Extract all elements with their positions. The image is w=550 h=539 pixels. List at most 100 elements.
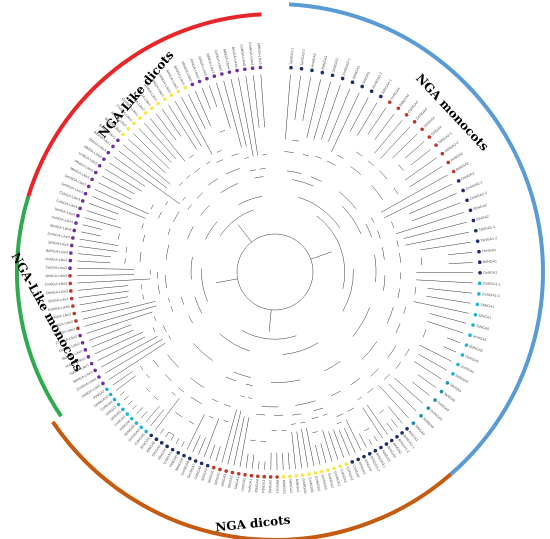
branch-arc (386, 306, 394, 324)
leaf-marker (395, 434, 399, 439)
branch-arc (206, 161, 211, 165)
leaf-marker (156, 101, 161, 106)
leaf-marker (350, 80, 355, 85)
leaf-label: StNGA2 (207, 470, 215, 484)
leaf-label: StNGA-Like2 (205, 53, 215, 74)
branch-arc (200, 205, 210, 216)
branch-terminal (291, 432, 296, 469)
branch-terminal (101, 336, 158, 368)
branch-terminal (170, 435, 175, 441)
branch-arc (182, 196, 186, 201)
leaf-marker (86, 184, 91, 189)
branch-terminal (168, 104, 197, 150)
branch-terminal (77, 278, 151, 284)
leaf-marker (129, 416, 134, 421)
branch-arc (336, 413, 344, 417)
leaf-marker (434, 143, 438, 147)
branch-arc (233, 371, 251, 378)
branch-arc (168, 431, 175, 436)
leaf-label: SbNGA6 (422, 417, 435, 430)
branch-terminal (113, 156, 181, 205)
branch-arc (352, 307, 370, 337)
leaf-marker (338, 464, 343, 469)
leaf-marker (68, 274, 72, 278)
branch-terminal (181, 97, 213, 155)
branch-terminal (79, 238, 119, 246)
branch-terminal (101, 175, 135, 195)
leaf-marker (162, 97, 167, 101)
branch-terminal (145, 405, 160, 423)
branch-terminal (285, 74, 291, 140)
branch-terminal (346, 419, 362, 451)
leaf-label: HvNGA-Like2 (49, 312, 71, 320)
leaf-marker (446, 160, 451, 165)
branch-arc (316, 215, 345, 290)
leaf-marker (362, 454, 366, 459)
branch-terminal (306, 428, 315, 467)
branch-arc (187, 204, 192, 210)
leaf-label: ZmNGA-Like2 (55, 335, 78, 346)
leaf-marker (243, 67, 247, 72)
branch-terminal (258, 461, 260, 470)
leaf-label: ZmNGA1-1 (483, 281, 501, 286)
leaf-label: CsNGA1 (352, 464, 361, 479)
leaf-marker (294, 474, 299, 478)
branch-arc (205, 221, 218, 240)
branch-terminal (386, 422, 394, 432)
branch-terminal (446, 337, 461, 343)
leaf-marker (471, 323, 475, 327)
leaf-marker (478, 270, 482, 275)
leaf-marker (199, 461, 204, 466)
tree-branches (77, 74, 474, 470)
leaf-marker (106, 150, 111, 155)
branch-terminal (89, 324, 132, 341)
leaf-marker (373, 448, 378, 453)
branch-arc (383, 275, 386, 291)
leaf-label: GmNGA-Like4 (248, 42, 255, 66)
branch-terminal (368, 439, 373, 445)
leaf-marker (125, 412, 130, 416)
branch-arc (361, 341, 378, 360)
leaf-label: SbNGA-Like3 (45, 274, 67, 278)
leaf-label: TaNGA2-2 (444, 141, 460, 154)
leaf-marker (227, 70, 232, 74)
branch-terminal (374, 436, 378, 442)
leaf-label: CsNGA-Like4 (56, 199, 78, 210)
leaf-marker (379, 445, 383, 450)
branch-terminal (86, 311, 153, 334)
leaf-label: GmNGA7 (187, 463, 197, 479)
branch-arc (238, 196, 263, 205)
branch-arc (142, 234, 146, 243)
branch-terminal (301, 428, 309, 468)
leaf-label: HvNGA2 (450, 152, 464, 163)
leaf-marker (121, 132, 125, 137)
branch-arc (216, 150, 222, 153)
leaf-label: BrNGA3-2 (369, 456, 380, 473)
leaf-marker (369, 89, 374, 94)
branch-arc (178, 387, 185, 393)
branch-arc (381, 247, 385, 260)
branch-arc (315, 156, 322, 159)
leaf-marker (220, 72, 224, 76)
leaf-label: TaNGA3-2 (300, 49, 306, 66)
branch-arc (313, 407, 324, 412)
leaf-label: PtNGA2 (268, 480, 272, 493)
leaf-label: MtNGA1 (295, 479, 300, 493)
branch-terminal (144, 123, 176, 160)
branch-terminal (359, 433, 367, 448)
branch-terminal (78, 246, 118, 252)
branch-terminal (86, 210, 117, 221)
leaf-label: OsNGA-Like4 (51, 215, 73, 224)
leaf-label: PtNGA-Like1 (189, 58, 200, 79)
branch-terminal (160, 428, 165, 434)
branch-arc (201, 268, 208, 302)
leaf-label: HvNGA5 (472, 334, 487, 342)
branch-arc (259, 168, 266, 170)
leaf-label: CsNGA2 (345, 466, 354, 481)
leaf-marker (78, 206, 82, 211)
leaf-marker (475, 302, 480, 307)
leaf-label: VvNGA1 (247, 478, 253, 492)
branch-terminal (395, 212, 464, 235)
branch-terminal (427, 321, 464, 334)
branch-root (237, 224, 252, 243)
